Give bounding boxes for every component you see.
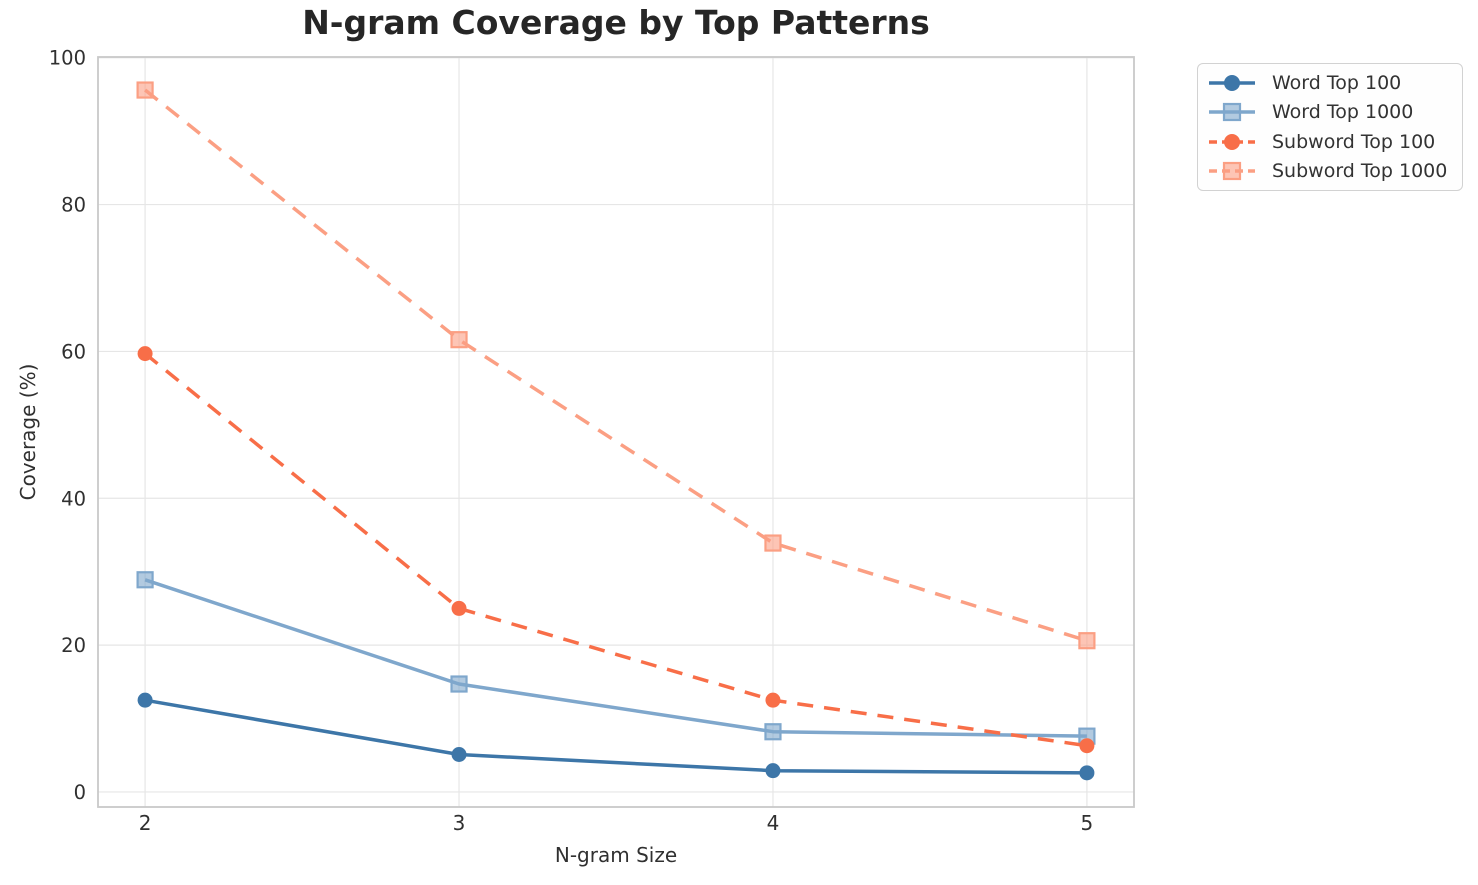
- y-tick-label: 40: [61, 487, 86, 510]
- legend-item: Word Top 1000: [1208, 98, 1452, 128]
- legend-item-label: Subword Top 1000: [1272, 160, 1448, 183]
- y-tick-label: 60: [61, 340, 86, 363]
- data-point-square: [136, 81, 154, 99]
- series-line-2: [144, 578, 1087, 738]
- data-point-square: [450, 331, 468, 349]
- x-tick-label: 4: [767, 811, 780, 835]
- data-point-circle: [137, 346, 153, 362]
- y-tick-label: 20: [61, 634, 86, 657]
- series-line-4: [144, 88, 1088, 643]
- y-tick-label: 80: [61, 194, 86, 217]
- x-axis-label: N-gram Size: [554, 843, 678, 867]
- legend-item: Word Top 100: [1208, 68, 1452, 98]
- data-point-circle: [137, 692, 153, 708]
- data-point-square: [1078, 632, 1096, 650]
- data-point-circle: [765, 692, 781, 708]
- legend-item-label: Word Top 100: [1272, 71, 1402, 94]
- y-axis-label: Coverage (%): [16, 363, 40, 501]
- data-point-circle: [451, 747, 467, 763]
- y-tick-label: 0: [74, 781, 86, 804]
- legend-handle-circle-icon: [1209, 133, 1255, 150]
- legend-handle-circle-icon: [1209, 74, 1255, 91]
- series-line-3: [143, 352, 1088, 748]
- data-point-circle: [451, 600, 467, 616]
- data-point-circle: [765, 763, 781, 779]
- data-point-square: [764, 723, 782, 741]
- legend-item-label: Word Top 1000: [1272, 101, 1414, 124]
- x-tick-label: 5: [1081, 811, 1094, 835]
- y-tick-label: 100: [49, 47, 86, 70]
- legend-item: Subword Top 100: [1208, 127, 1452, 157]
- data-point-circle: [1079, 765, 1095, 781]
- x-tick-label: 3: [453, 811, 466, 835]
- x-tick-label: 2: [139, 811, 152, 835]
- legend-handle-square-icon: [1209, 162, 1255, 181]
- plot-border: [97, 56, 1135, 808]
- legend: Word Top 100 Word Top 1000 Subword Top 100…: [1197, 63, 1463, 191]
- legend-item-label: Subword Top 100: [1272, 130, 1436, 153]
- chart-title: N-gram Coverage by Top Patterns: [302, 3, 930, 42]
- legend-handle-square-icon: [1209, 103, 1255, 122]
- data-point-square: [764, 534, 782, 552]
- series-line-1: [144, 698, 1087, 775]
- data-point-circle: [1079, 738, 1095, 754]
- data-point-square: [450, 675, 468, 693]
- data-point-square: [136, 571, 154, 589]
- legend-item: Subword Top 1000: [1208, 157, 1452, 187]
